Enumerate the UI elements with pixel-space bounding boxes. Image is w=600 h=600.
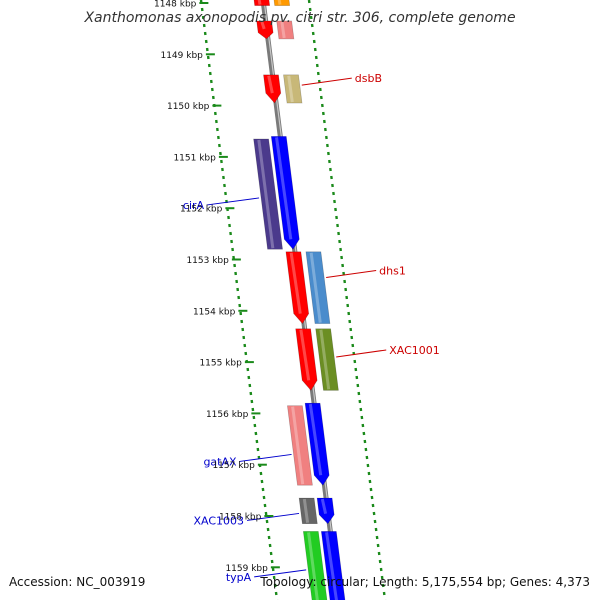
ruler-label: 1159 kbp xyxy=(225,564,268,574)
ruler-label: 1149 kbp xyxy=(160,51,203,61)
gene-typa[interactable] xyxy=(302,531,328,600)
gene-dsbb-shape xyxy=(283,74,303,104)
gene-feature-sheen xyxy=(280,21,286,39)
ruler-label: 1157 kbp xyxy=(212,461,255,471)
callout-leader xyxy=(301,77,352,86)
gene-feature-shape xyxy=(263,74,282,104)
callout-leader xyxy=(207,197,260,206)
kbp-ruler: 1148 kbp 1149 kbp 1150 kbp 1151 kbp 1152 kbp… xyxy=(154,0,280,574)
accession-label: Accession: NC_003919 xyxy=(9,575,146,589)
callout-xac1001[interactable]: XAC1001 xyxy=(336,344,440,358)
gene-feature-sheen xyxy=(267,75,274,94)
gene-xac1003-sheen xyxy=(302,498,310,523)
gene-label: XAC1001 xyxy=(389,344,440,357)
gene-feature-shape xyxy=(320,531,346,600)
ruler-label: 1152 kbp xyxy=(180,205,223,215)
gene-cira-sheen xyxy=(257,139,275,249)
gene-typa-shape xyxy=(302,531,328,600)
gene-feature-shape xyxy=(285,251,310,325)
gene-feature-sheen xyxy=(257,0,262,5)
topology-label: Topology: circular; Length: 5,175,554 bp… xyxy=(260,575,590,589)
ruler-label: 1155 kbp xyxy=(199,359,242,369)
gene-label: dhs1 xyxy=(379,264,406,277)
gene-dhs1-sheen xyxy=(309,252,322,323)
gene-feature[interactable] xyxy=(295,328,318,391)
gene-dsbb[interactable] xyxy=(283,74,303,104)
gene-feature-sheen xyxy=(289,252,302,314)
gene-dsbb-sheen xyxy=(287,75,294,103)
callout-leader xyxy=(239,453,292,462)
ruler-label: 1150 kbp xyxy=(167,102,210,112)
callout-leader xyxy=(326,269,377,278)
gene-gatax[interactable] xyxy=(287,405,313,486)
gene-feature[interactable] xyxy=(253,0,271,6)
ruler-label: 1154 kbp xyxy=(193,307,236,317)
gene-feature-sheen xyxy=(325,532,338,600)
gene-label: cirA xyxy=(183,199,205,212)
ruler-label: 1148 kbp xyxy=(154,0,197,10)
page-title: Xanthomonas axonopodis pv. citri str. 30… xyxy=(84,10,516,26)
gene-xac1001-sheen xyxy=(319,329,331,390)
gene-feature-shape xyxy=(253,0,271,6)
gene-feature-shape xyxy=(273,0,291,6)
gene-label: XAC1003 xyxy=(193,514,244,527)
gene-feature-shape xyxy=(270,136,300,250)
callout-gatax[interactable]: gatAX xyxy=(203,453,292,468)
gene-feature[interactable] xyxy=(316,497,335,525)
gene-feature[interactable] xyxy=(256,20,274,40)
gene-feature-shape xyxy=(295,328,318,391)
gene-dhs1[interactable] xyxy=(305,251,331,324)
gene-label: dsbB xyxy=(355,72,382,85)
gene-features xyxy=(253,0,346,600)
gene-feature[interactable] xyxy=(304,402,330,486)
callout-typa[interactable]: typA xyxy=(226,569,307,584)
gene-cira-shape xyxy=(253,138,283,250)
gene-feature-sheen xyxy=(277,0,282,5)
gene-xac1003[interactable] xyxy=(298,497,318,524)
gene-feature-sheen xyxy=(320,498,328,515)
gene-gatax-sheen xyxy=(291,406,305,485)
gene-feature[interactable] xyxy=(276,20,295,40)
ruler-label: 1158 kbp xyxy=(219,513,262,523)
gene-feature-shape xyxy=(256,20,274,40)
ruler-label: 1151 kbp xyxy=(173,153,216,163)
gene-xac1001-shape xyxy=(315,328,339,391)
gene-typa-sheen xyxy=(307,532,319,600)
callout-dsbb[interactable]: dsbB xyxy=(301,72,382,86)
ruler-label: 1153 kbp xyxy=(186,256,229,266)
gene-feature[interactable] xyxy=(263,74,282,104)
gene-callouts: dsbB cirA dhs1 XAC1001 gatAX XAC1003 typA xyxy=(183,72,440,584)
ruler-label: 1156 kbp xyxy=(206,410,249,420)
gene-cira[interactable] xyxy=(253,138,283,250)
gene-feature[interactable] xyxy=(320,531,346,600)
gene-feature-sheen xyxy=(260,21,266,30)
callout-cira[interactable]: cirA xyxy=(183,197,260,212)
gene-feature-sheen xyxy=(308,403,323,476)
gene-feature[interactable] xyxy=(273,0,291,6)
callout-leader xyxy=(254,569,307,578)
gene-xac1003-shape xyxy=(298,497,318,524)
gene-feature-shape xyxy=(276,20,295,40)
gene-feature-shape xyxy=(304,402,330,486)
gene-label: typA xyxy=(226,571,252,584)
callout-dhs1[interactable]: dhs1 xyxy=(326,264,406,278)
gene-feature[interactable] xyxy=(285,251,310,325)
callout-leader xyxy=(336,349,387,358)
gene-feature-sheen xyxy=(275,137,293,240)
gene-feature[interactable] xyxy=(270,136,300,250)
gene-xac1001[interactable] xyxy=(315,328,339,391)
gene-feature-shape xyxy=(316,497,335,525)
gene-dhs1-shape xyxy=(305,251,331,324)
gene-label: gatAX xyxy=(203,455,237,468)
gene-gatax-shape xyxy=(287,405,313,486)
right-tick-track xyxy=(307,0,387,600)
gene-feature-sheen xyxy=(299,329,311,381)
